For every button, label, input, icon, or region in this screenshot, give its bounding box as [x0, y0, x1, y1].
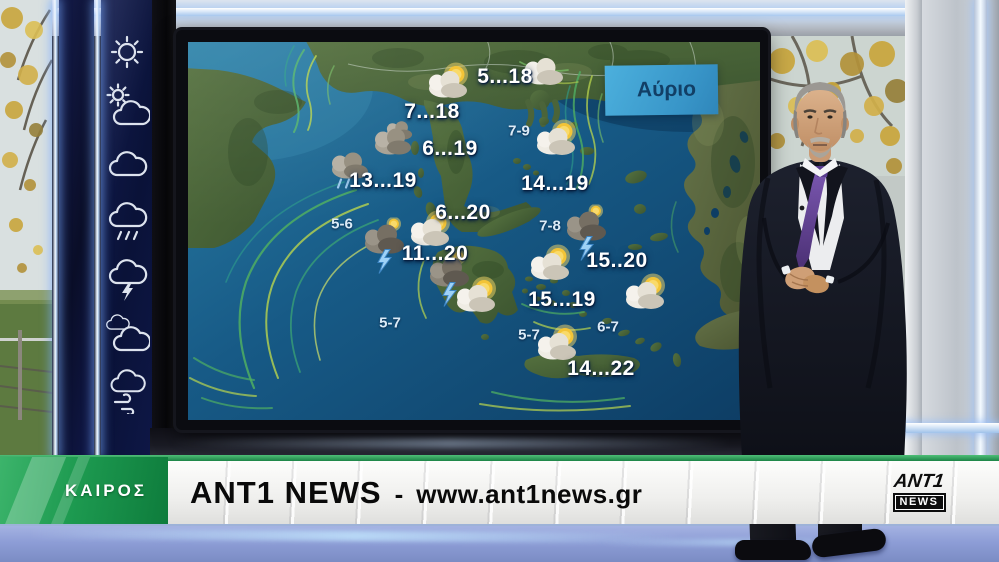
- led-strip-vertical-1: [52, 0, 59, 457]
- website-url: www.ant1news.gr: [416, 478, 643, 509]
- window-frame: [905, 0, 922, 457]
- lapel-mic: [799, 205, 805, 211]
- presenter-shoe-left: [735, 540, 811, 560]
- dark-panel: [59, 0, 94, 457]
- ceiling-led-strip: [55, 8, 999, 16]
- channel-name: ANT1 NEWS: [190, 474, 382, 510]
- temperature-range-label: 6...19: [422, 137, 478, 160]
- sun-cloud-icon: [620, 272, 672, 321]
- suit-jacket: [738, 159, 907, 458]
- face: [795, 89, 845, 151]
- storm-icon: [423, 249, 475, 314]
- shirt-collar: [802, 158, 838, 177]
- mustache: [810, 137, 830, 143]
- temperature-range-label: 5...18: [477, 65, 533, 88]
- weather-icon-rail: [101, 0, 152, 457]
- hair: [794, 82, 846, 118]
- temperature-range-label: 6...20: [435, 201, 491, 224]
- rain-icon: [104, 192, 150, 244]
- sunny-icon: [104, 26, 150, 78]
- windy-icon: [104, 362, 150, 416]
- ant1-news-logo: ANT1 NEWS: [886, 466, 952, 518]
- ticker-text: ANT1 NEWS - www.ant1news.gr: [168, 475, 642, 511]
- temperature-range-label: 15...19: [528, 288, 596, 311]
- ticker-separator: -: [394, 478, 404, 509]
- autumn-tree-left: [0, 0, 54, 457]
- clouds-gray-icon: [368, 118, 420, 167]
- pillar-led-strip: [974, 0, 987, 457]
- wind-speed-label: 7-9: [508, 122, 530, 140]
- weather-map: Αύριο 5...18 7...18 6...19 13...19 14...19 6.…: [188, 42, 760, 420]
- cloudy-icon: [104, 137, 150, 189]
- wind-speed-label: 5-6: [331, 215, 353, 233]
- program-label-box: ΚΑΙΡΟΣ: [0, 457, 168, 524]
- temperature-range-label: 14...22: [567, 357, 635, 380]
- led-strip-vertical-2: [94, 0, 101, 457]
- sun-cloud-icon: [423, 61, 475, 110]
- wind-speed-label: 6-7: [597, 318, 619, 336]
- base-light-reflection: [170, 438, 730, 448]
- day-label: Αύριο: [636, 77, 697, 102]
- program-label: ΚΑΙΡΟΣ: [64, 480, 148, 500]
- storm-icon: [358, 216, 410, 281]
- cloud-icon: [519, 48, 571, 97]
- sun-cloud-icon: [405, 209, 457, 258]
- storm-icon: [560, 203, 612, 268]
- temperature-range-label: 13...19: [349, 169, 417, 192]
- logo-ant1: ANT1: [892, 470, 946, 492]
- temperature-range-label: 15..20: [586, 249, 648, 272]
- logo-news-box: NEWS: [892, 492, 946, 512]
- rain-cloud-icon: [325, 142, 377, 197]
- dark-column: [152, 0, 176, 457]
- temperature-range-label: 11...20: [401, 242, 469, 265]
- temperature-range-label: 14...19: [521, 172, 589, 195]
- thunderstorm-icon: [104, 249, 150, 301]
- tie: [796, 170, 828, 272]
- temperature-range-label: 7...18: [404, 100, 460, 123]
- wind-speed-label: 7-8: [539, 217, 561, 235]
- sun-cloud-icon: [532, 323, 584, 372]
- studio-window-left: [0, 0, 54, 457]
- beard: [807, 142, 833, 158]
- overcast-icon: [104, 306, 152, 358]
- strip-panel-seams: [168, 461, 999, 524]
- partly-cloudy-icon: [104, 82, 152, 134]
- weather-presenter: [738, 82, 907, 458]
- sun-cloud-icon: [525, 243, 577, 292]
- sun-cloud-icon: [451, 275, 503, 324]
- banner-green-line: [0, 455, 999, 462]
- pillar-led-bottom: [906, 423, 999, 433]
- day-label-box: Αύριο: [604, 64, 719, 116]
- wind-speed-label: 5-7: [518, 326, 540, 344]
- ticker-strip: ANT1 NEWS - www.ant1news.gr: [168, 461, 999, 524]
- sun-cloud-icon: [531, 118, 583, 167]
- wind-speed-label: 5-7: [379, 314, 401, 332]
